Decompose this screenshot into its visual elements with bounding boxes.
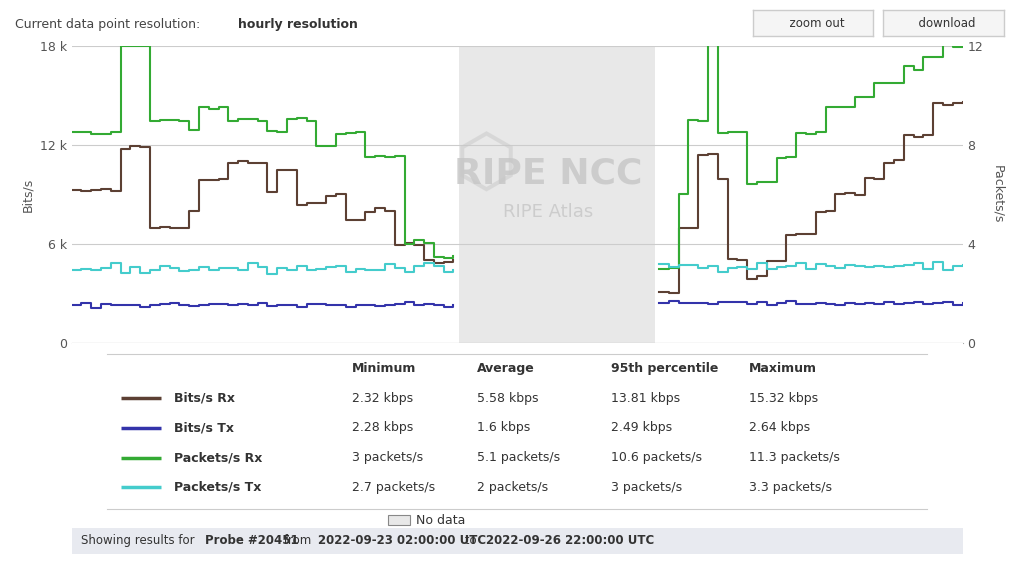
Bar [459, 46, 655, 343]
Text: 1.6 kbps: 1.6 kbps [477, 421, 530, 434]
Text: 10.6 packets/s: 10.6 packets/s [610, 451, 701, 464]
Text: 2.28 kbps: 2.28 kbps [352, 421, 414, 434]
Text: Minimum: Minimum [352, 362, 417, 375]
Text: 3 packets/s: 3 packets/s [610, 481, 682, 494]
Text: 2.49 kbps: 2.49 kbps [610, 421, 672, 434]
Text: 95th percentile: 95th percentile [610, 362, 718, 375]
Text: RIPE NCC: RIPE NCC [454, 157, 642, 190]
Text: Bits/s Tx: Bits/s Tx [174, 421, 234, 434]
Text: Packets/s Tx: Packets/s Tx [174, 481, 261, 494]
Text: 2022-09-26 22:00:00 UTC: 2022-09-26 22:00:00 UTC [486, 534, 654, 548]
Text: RIPE Atlas: RIPE Atlas [503, 203, 594, 221]
Text: Showing results for: Showing results for [81, 534, 198, 548]
Text: 5.1 packets/s: 5.1 packets/s [477, 451, 560, 464]
Text: 3 packets/s: 3 packets/s [352, 451, 424, 464]
Text: 11.3 packets/s: 11.3 packets/s [749, 451, 840, 464]
Text: Packets/s Rx: Packets/s Rx [174, 451, 262, 464]
Text: 2 packets/s: 2 packets/s [477, 481, 548, 494]
Text: Bits/s Rx: Bits/s Rx [174, 392, 236, 404]
Text: Maximum: Maximum [749, 362, 817, 375]
Text: 2022-09-23 02:00:00 UTC: 2022-09-23 02:00:00 UTC [317, 534, 485, 548]
Text: 5.58 kbps: 5.58 kbps [477, 392, 539, 404]
Y-axis label: Packets/s: Packets/s [991, 165, 1005, 224]
Text: download: download [911, 17, 975, 29]
Text: hourly resolution: hourly resolution [238, 18, 357, 31]
Text: 2.64 kbps: 2.64 kbps [749, 421, 810, 434]
Text: 13.81 kbps: 13.81 kbps [610, 392, 680, 404]
Text: Current data point resolution:: Current data point resolution: [15, 18, 205, 31]
Y-axis label: Bits/s: Bits/s [22, 177, 34, 212]
Text: Probe #20451: Probe #20451 [205, 534, 299, 548]
Text: No data: No data [417, 514, 466, 526]
Text: Average: Average [477, 362, 535, 375]
Text: 2.7 packets/s: 2.7 packets/s [352, 481, 435, 494]
Text: 2.32 kbps: 2.32 kbps [352, 392, 414, 404]
Text: from: from [281, 534, 315, 548]
Text: ⬡: ⬡ [455, 132, 517, 201]
Bar [388, 515, 411, 525]
Text: 3.3 packets/s: 3.3 packets/s [749, 481, 831, 494]
Text: 15.32 kbps: 15.32 kbps [749, 392, 818, 404]
Text: zoom out: zoom out [781, 17, 845, 29]
Text: to: to [461, 534, 480, 548]
